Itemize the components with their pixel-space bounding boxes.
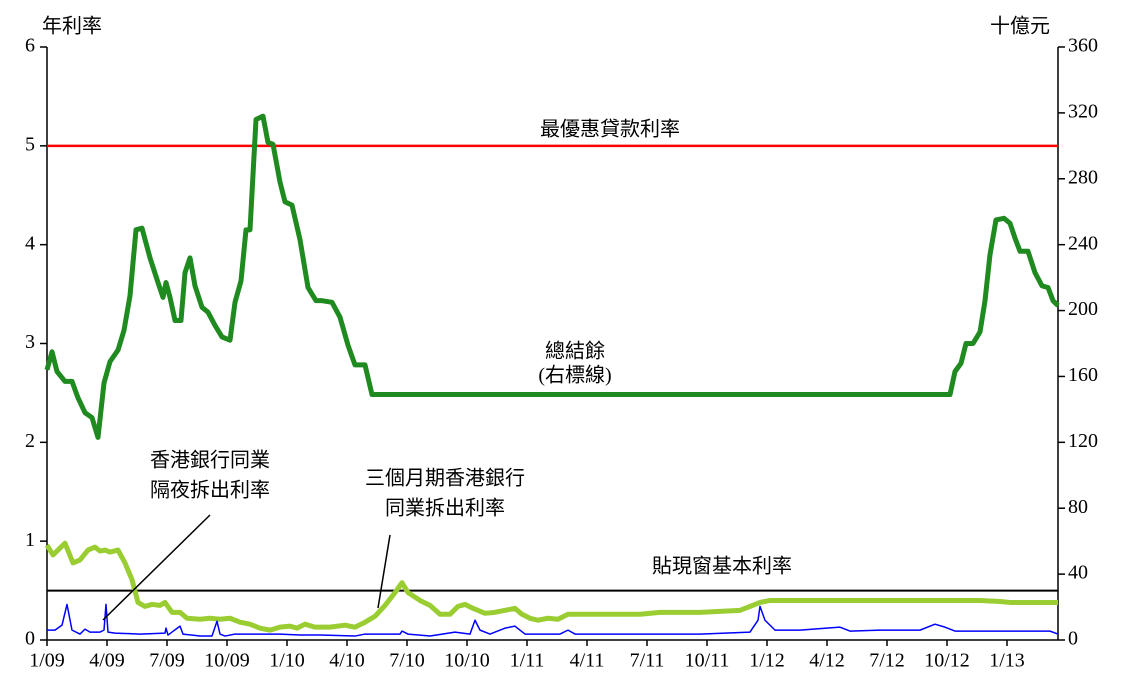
y2-tick-label: 200 <box>1068 298 1098 320</box>
annotation: 三個月期香港銀行 <box>365 467 525 490</box>
annotation: (右標線) <box>538 364 611 387</box>
y2-tick-label: 0 <box>1068 628 1078 650</box>
annotation: 同業拆出利率 <box>385 497 505 520</box>
x-tick-label: 1/13 <box>989 650 1025 672</box>
y2-axis-label: 十億元 <box>990 15 1050 38</box>
annotation: 貼現窗基本利率 <box>652 555 792 578</box>
annotation: 香港銀行同業 <box>150 449 270 472</box>
x-tick-label: 1/11 <box>510 650 545 672</box>
y2-tick-label: 40 <box>1068 562 1088 584</box>
x-tick-label: 1/10 <box>269 650 305 672</box>
x-tick-label: 1/12 <box>749 650 785 672</box>
x-tick-label: 10/11 <box>685 650 730 672</box>
y2-tick-label: 360 <box>1068 35 1098 57</box>
y2-tick-label: 80 <box>1068 496 1088 518</box>
y2-tick-label: 240 <box>1068 232 1098 254</box>
x-tick-label: 7/11 <box>630 650 665 672</box>
x-tick-label: 4/10 <box>329 650 365 672</box>
x-tick-label: 10/09 <box>204 650 250 672</box>
y-tick-label: 1 <box>25 529 35 551</box>
x-tick-label: 7/10 <box>389 650 425 672</box>
y-tick-label: 6 <box>25 35 35 57</box>
x-tick-label: 4/09 <box>89 650 125 672</box>
y2-tick-label: 160 <box>1068 364 1098 386</box>
y-tick-label: 2 <box>25 430 35 452</box>
x-tick-label: 7/12 <box>869 650 905 672</box>
y-tick-label: 5 <box>25 133 35 155</box>
series-line <box>44 113 1060 440</box>
x-tick-label: 7/09 <box>149 650 185 672</box>
y2-tick-label: 280 <box>1068 166 1098 188</box>
y-tick-label: 4 <box>25 232 35 254</box>
y-tick-label: 0 <box>25 628 35 650</box>
series-line <box>44 540 1058 633</box>
y2-tick-label: 120 <box>1068 430 1098 452</box>
y2-tick-label: 320 <box>1068 100 1098 122</box>
annotation: 隔夜拆出利率 <box>150 479 270 502</box>
leader-line <box>102 514 211 621</box>
x-tick-label: 1/09 <box>29 650 65 672</box>
y-axis-label: 年利率 <box>42 15 102 38</box>
y-tick-label: 3 <box>25 331 35 353</box>
annotation: 最優惠貸款利率 <box>540 118 680 141</box>
x-tick-label: 10/12 <box>924 650 970 672</box>
leader-line <box>377 534 391 609</box>
x-tick-label: 4/11 <box>570 650 605 672</box>
series-line <box>47 603 1059 637</box>
annotation: 總結餘 <box>545 340 605 363</box>
x-tick-label: 4/12 <box>809 650 845 672</box>
x-tick-label: 10/10 <box>444 650 490 672</box>
